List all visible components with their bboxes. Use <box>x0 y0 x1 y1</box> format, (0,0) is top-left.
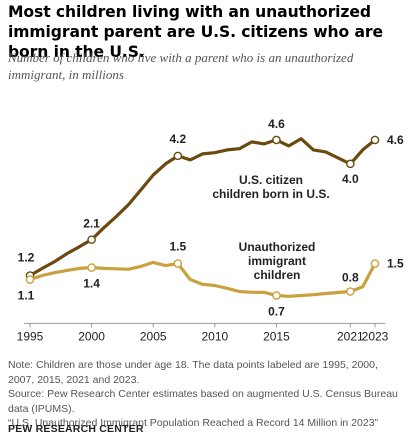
data-point <box>173 151 183 161</box>
data-label: 1.1 <box>18 289 35 303</box>
data-label: 4.2 <box>170 132 187 146</box>
chart-subtitle: Number of children who live with a paren… <box>8 50 354 82</box>
data-label: 0.8 <box>342 270 359 284</box>
source-text: Source: Pew Research Center estimates ba… <box>8 388 398 415</box>
data-label: 0.7 <box>268 304 285 318</box>
data-point <box>272 135 281 145</box>
series-line <box>28 137 377 278</box>
x-tick-label: 2023 <box>362 329 389 343</box>
data-label: 1.2 <box>18 251 35 265</box>
x-tick-label: 2005 <box>140 329 167 343</box>
series-label: children born in U.S. <box>212 187 329 201</box>
series-label: Unauthorized <box>239 240 316 254</box>
x-tick-label: 2000 <box>78 329 105 343</box>
data-label: 4.6 <box>268 117 285 131</box>
data-point <box>87 235 96 244</box>
data-label: 1.4 <box>83 277 100 291</box>
x-tick-label: 1995 <box>17 329 44 343</box>
data-point <box>25 275 35 284</box>
note-text: Note: Children are those under age 18. T… <box>8 359 378 386</box>
data-label: 1.5 <box>170 240 187 254</box>
data-point <box>173 259 183 268</box>
data-label: 2.1 <box>83 217 100 231</box>
x-tick-label: 2021 <box>337 329 364 343</box>
report-title-text: “U.S. Unauthorized Immigrant Population … <box>8 417 379 429</box>
data-point <box>87 263 96 272</box>
series-label: immigrant <box>248 254 306 268</box>
brand-logo-text: PEW RESEARCH CENTER <box>8 423 144 435</box>
series-label: children <box>254 268 301 282</box>
chart-notes: Note: Children are those under age 18. T… <box>8 358 406 431</box>
x-tick-label: 2015 <box>263 329 290 343</box>
data-label: 4.6 <box>387 133 404 147</box>
chart-title: Most children living with an unauthorize… <box>8 3 383 61</box>
data-label: 1.5 <box>387 257 404 271</box>
data-point <box>272 291 281 300</box>
x-tick-label: 2010 <box>201 329 228 343</box>
series-label: U.S. citizen <box>239 173 303 187</box>
data-point <box>370 259 380 268</box>
series-line <box>28 260 377 298</box>
data-point <box>346 159 355 169</box>
data-point <box>346 287 355 296</box>
data-label: 4.0 <box>342 172 359 186</box>
data-point <box>370 135 380 145</box>
